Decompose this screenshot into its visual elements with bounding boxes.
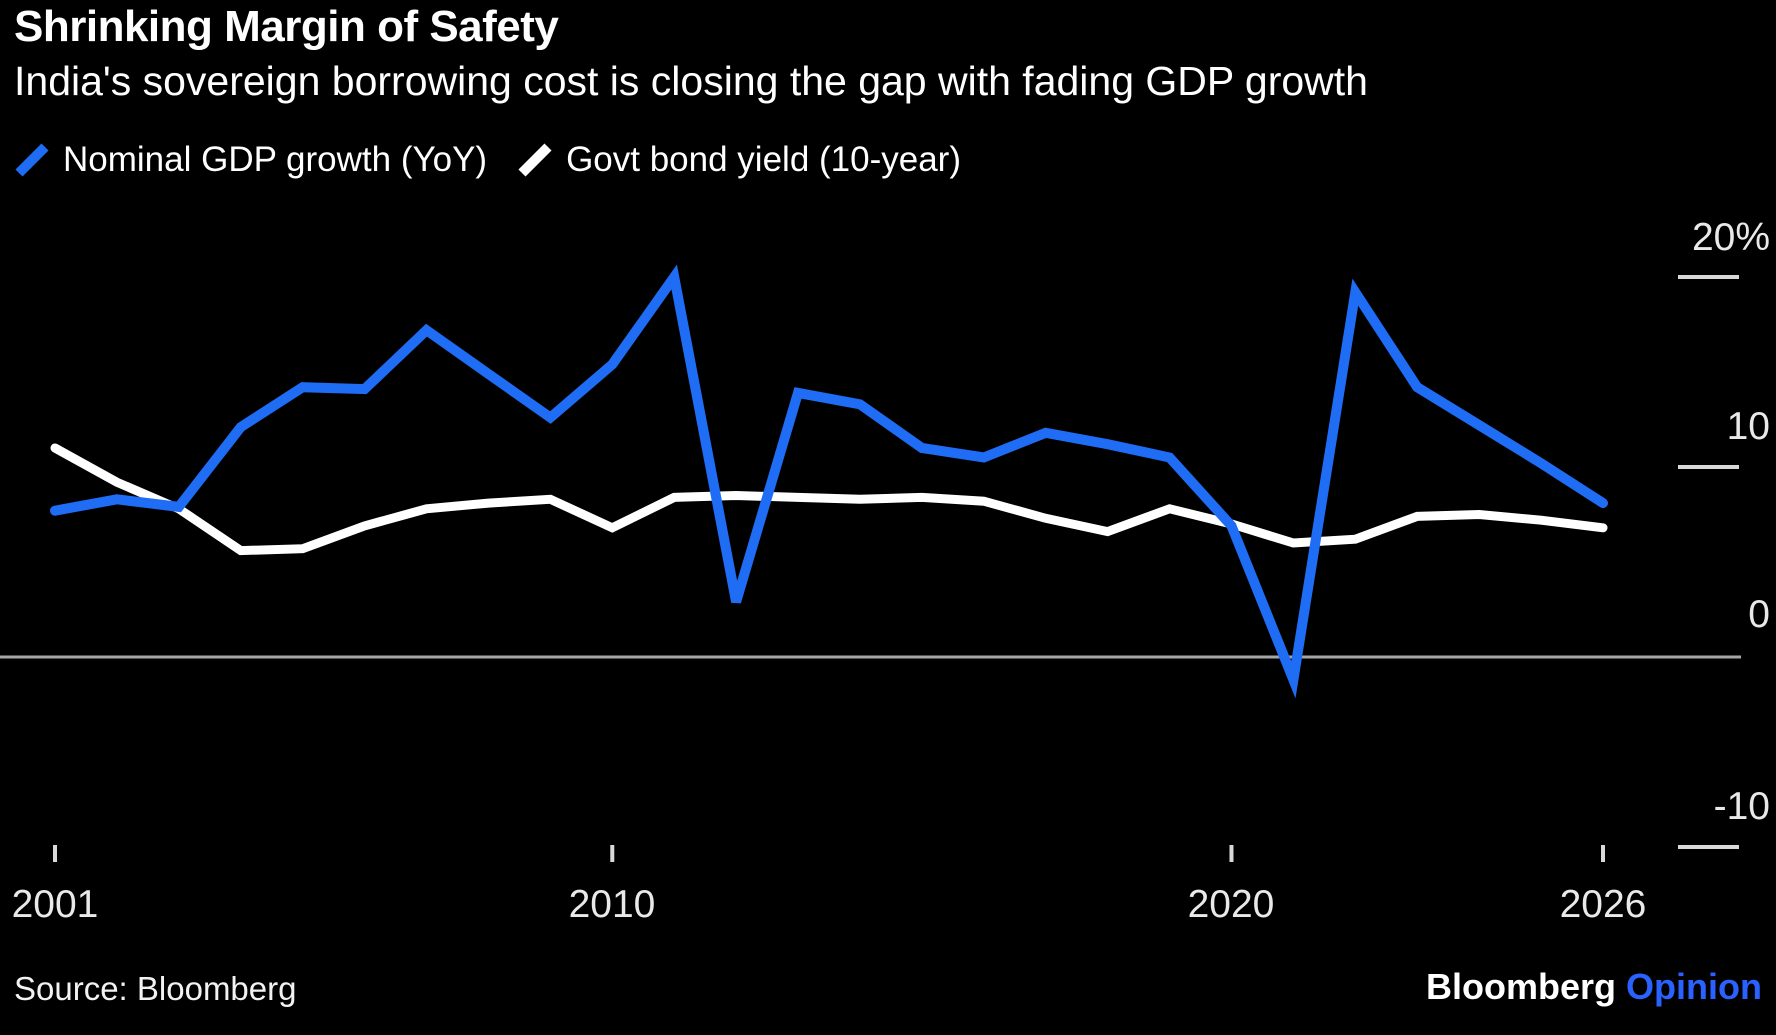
legend-label-bond-yield: Govt bond yield (10-year) (566, 140, 961, 179)
source-note: Source: Bloomberg (14, 970, 297, 1007)
legend-item-gdp-growth: Nominal GDP growth (YoY) (14, 140, 487, 180)
opinion-wordmark: Opinion (1626, 966, 1762, 1007)
white-slash-icon (518, 143, 552, 177)
bond-yield-line (50, 443, 1608, 556)
legend: Nominal GDP growth (YoY) Govt bond yield… (14, 140, 961, 180)
x-axis-label-2010: 2010 (568, 883, 656, 926)
chart-title: Shrinking Margin of Safety (14, 2, 559, 51)
x-axis-label-2026: 2026 (1559, 883, 1647, 926)
bloomberg-wordmark: Bloomberg (1426, 966, 1617, 1007)
x-axis-label-2001: 2001 (11, 883, 99, 926)
y-axis-label-0: 0 (1748, 593, 1770, 636)
chart-subtitle: India's sovereign borrowing cost is clos… (14, 58, 1368, 104)
gdp-growth-line (50, 264, 1608, 699)
x-axis-label-2020: 2020 (1187, 883, 1275, 926)
y-axis-label-20: 20% (1691, 216, 1770, 259)
y-axis-label-neg10: -10 (1713, 785, 1770, 828)
y-axis-label-10: 10 (1726, 405, 1770, 448)
bloomberg-opinion-logo: Bloomberg Opinion (1426, 966, 1762, 1008)
blue-slash-icon (15, 143, 49, 177)
legend-label-gdp-growth: Nominal GDP growth (YoY) (63, 140, 488, 179)
legend-item-bond-yield: Govt bond yield (10-year) (517, 140, 961, 180)
